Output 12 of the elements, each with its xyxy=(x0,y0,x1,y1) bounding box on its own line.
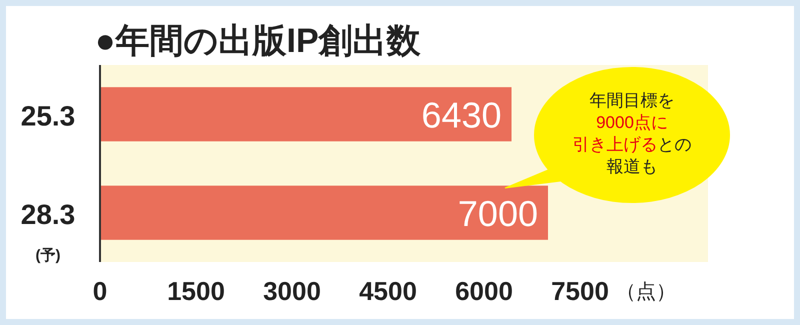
x-axis-title: （点） xyxy=(616,281,676,303)
x-tick-label: 7500 xyxy=(551,276,609,306)
x-tick-label: 6000 xyxy=(455,276,513,306)
y-tick-label: 28.3 (予) xyxy=(20,198,76,264)
data-label: 6430 xyxy=(421,94,502,136)
x-tick-label: 4500 xyxy=(359,276,417,306)
x-tick-label: 1500 xyxy=(167,276,225,306)
chart-title: ●年間の出版IP創出数 xyxy=(95,22,422,60)
y-tick-label: 25.3 xyxy=(20,100,76,132)
annotation: 年間目標を9000点に引き上げるとの報道も xyxy=(572,91,692,176)
x-tick-label: 0 xyxy=(92,276,108,306)
x-tick-label: 3000 xyxy=(263,276,321,306)
